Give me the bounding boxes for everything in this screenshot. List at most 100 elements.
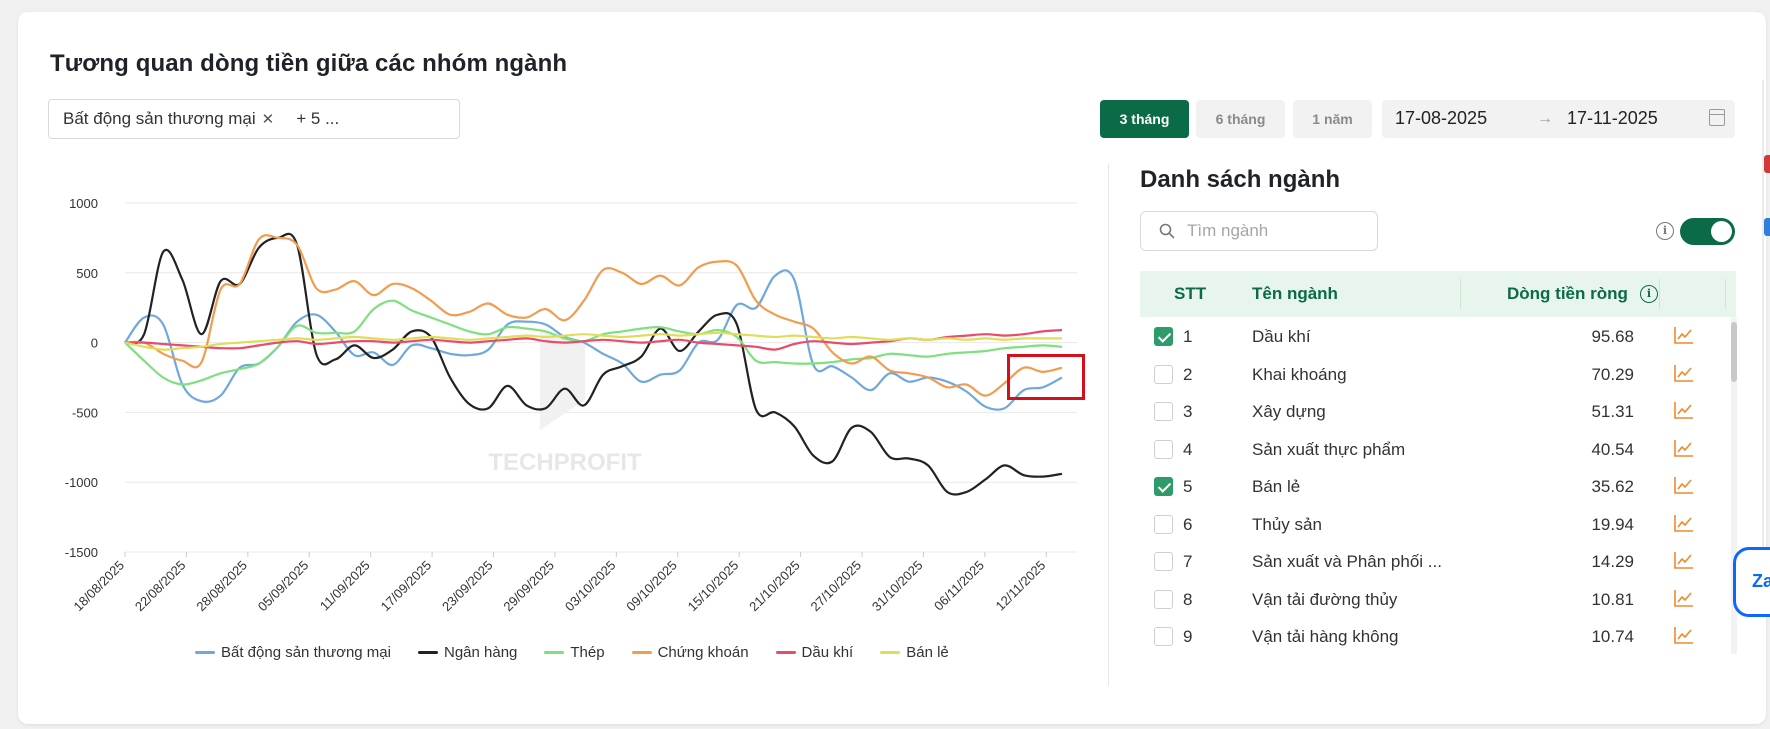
search-input[interactable]	[1187, 221, 1357, 241]
date-from[interactable]: 17-08-2025	[1395, 108, 1488, 128]
column-separator	[1659, 279, 1660, 309]
legend-item[interactable]: Chứng khoán	[631, 644, 749, 661]
table-row[interactable]: 2 Khai khoáng 70.29	[1140, 356, 1736, 393]
trend-chart-icon[interactable]	[1674, 589, 1694, 607]
legend-swatch	[775, 651, 796, 654]
row-stt: 1	[1183, 327, 1193, 346]
x-tick-label: 21/10/2025	[746, 558, 803, 615]
row-stt: 6	[1183, 514, 1193, 534]
y-tick-label: -1000	[65, 475, 98, 490]
row-industry-name: Sản xuất và Phân phối ...	[1252, 552, 1442, 571]
row-industry-name: Dầu khí	[1252, 327, 1311, 346]
row-net-flow: 19.94	[1591, 514, 1634, 534]
y-tick-label: 500	[76, 266, 98, 281]
row-stt: 3	[1183, 402, 1193, 421]
row-checkbox[interactable]	[1154, 364, 1173, 384]
x-tick-label: 31/10/2025	[869, 558, 926, 615]
row-net-flow: 51.31	[1591, 402, 1634, 421]
watermark-logo	[540, 330, 585, 430]
row-stt: 4	[1183, 439, 1193, 459]
row-industry-name: Vận tải đường thủy	[1252, 589, 1398, 609]
calendar-icon[interactable]	[1709, 109, 1725, 126]
industry-search-box[interactable]	[1140, 211, 1378, 251]
column-separator	[1460, 279, 1461, 309]
y-tick-label: 1000	[69, 196, 98, 211]
row-net-flow: 95.68	[1591, 327, 1634, 346]
series-line	[124, 234, 1063, 397]
trend-chart-icon[interactable]	[1674, 476, 1694, 494]
row-checkbox[interactable]	[1154, 589, 1173, 609]
trend-chart-icon[interactable]	[1674, 626, 1694, 644]
remove-tag-icon[interactable]: ✕	[261, 111, 275, 128]
x-tick-label: 28/08/2025	[193, 558, 250, 615]
legend-item[interactable]: Thép	[544, 644, 605, 661]
period-6-months-button[interactable]: 6 tháng	[1196, 100, 1285, 138]
trend-chart-icon[interactable]	[1674, 514, 1694, 532]
table-row[interactable]: 1 Dầu khí 95.68	[1140, 318, 1736, 355]
row-industry-name: Sản xuất thực phẩm	[1252, 439, 1406, 459]
info-icon[interactable]: i	[1656, 222, 1674, 240]
industry-multi-select[interactable]: Bất động sản thương mại ✕ + 5 ...	[48, 99, 460, 139]
zalo-chat-button[interactable]: Za	[1733, 547, 1770, 617]
row-checkbox[interactable]	[1154, 627, 1173, 646]
row-net-flow: 14.29	[1591, 552, 1634, 571]
table-row[interactable]: 3 Xây dựng 51.31	[1140, 393, 1736, 430]
x-tick-label: 09/10/2025	[623, 558, 680, 615]
date-to[interactable]: 17-11-2025	[1567, 108, 1658, 128]
period-3-months-button[interactable]: 3 tháng	[1100, 100, 1189, 138]
x-tick-label: 23/09/2025	[439, 558, 496, 615]
legend-item[interactable]: Bất động sản thương mại	[195, 644, 391, 661]
row-checkbox[interactable]	[1154, 514, 1173, 534]
legend-label: Chứng khoán	[657, 644, 749, 661]
display-toggle[interactable]	[1680, 218, 1735, 245]
row-stt: 8	[1183, 589, 1193, 609]
industry-table-body: 1 Dầu khí 95.68 2 Khai khoáng 70.29 3 Xây dựng 5…	[1140, 318, 1736, 654]
legend-item[interactable]: Bán lẻ	[880, 644, 949, 661]
trend-chart-icon[interactable]	[1674, 439, 1694, 457]
trend-chart-icon[interactable]	[1674, 364, 1694, 382]
legend-swatch	[631, 651, 652, 654]
legend-item[interactable]: Ngân hàng	[417, 644, 517, 661]
x-tick-label: 03/10/2025	[562, 558, 619, 615]
search-icon	[1159, 223, 1175, 239]
table-row[interactable]: 8 Vận tải đường thủy 10.81	[1140, 581, 1736, 618]
legend-swatch	[544, 651, 565, 654]
table-row[interactable]: 5 Bán lẻ 35.62	[1140, 468, 1736, 505]
row-stt: 2	[1183, 364, 1193, 384]
legend-item[interactable]: Dầu khí	[775, 644, 853, 661]
table-scrollbar[interactable]	[1731, 318, 1737, 654]
row-checkbox[interactable]	[1154, 439, 1173, 459]
more-tags-label: + 5 ...	[296, 109, 340, 128]
row-checkbox[interactable]	[1154, 327, 1173, 346]
row-checkbox[interactable]	[1154, 477, 1173, 496]
row-net-flow: 40.54	[1591, 439, 1634, 459]
selected-tag-label: Bất động sản thương mại	[63, 109, 256, 128]
x-tick-label: 11/09/2025	[317, 558, 373, 614]
legend-swatch	[195, 651, 215, 654]
table-row[interactable]: 6 Thủy sản 19.94	[1140, 506, 1736, 543]
column-header-name: Tên ngành	[1252, 284, 1338, 303]
table-row[interactable]: 9 Vận tải hàng không 10.74	[1140, 618, 1736, 654]
y-tick-label: -1500	[65, 545, 98, 560]
column-header-net-flow[interactable]: Dòng tiền ròng	[1507, 284, 1628, 303]
scrollbar-thumb[interactable]	[1731, 322, 1737, 382]
trend-chart-icon[interactable]	[1674, 401, 1694, 419]
legend-swatch	[417, 651, 438, 654]
table-row[interactable]: 4 Sản xuất thực phẩm 40.54	[1140, 431, 1736, 468]
net-flow-info-icon[interactable]: i	[1640, 285, 1658, 303]
period-1-year-button[interactable]: 1 năm	[1293, 100, 1372, 138]
row-checkbox[interactable]	[1154, 552, 1173, 571]
page-title: Tương quan dòng tiền giữa các nhóm ngành	[50, 50, 568, 77]
x-tick-label: 29/09/2025	[500, 558, 557, 615]
row-stt: 5	[1183, 477, 1193, 496]
trend-chart-icon[interactable]	[1674, 551, 1694, 569]
trend-chart-icon[interactable]	[1674, 326, 1694, 344]
row-industry-name: Xây dựng	[1252, 402, 1326, 421]
date-range-picker[interactable]: 17-08-2025 → 17-11-2025	[1382, 100, 1735, 138]
row-net-flow: 10.74	[1591, 627, 1634, 646]
table-row[interactable]: 7 Sản xuất và Phân phối ... 14.29	[1140, 543, 1736, 580]
row-net-flow: 10.81	[1591, 589, 1634, 609]
row-checkbox[interactable]	[1154, 402, 1173, 421]
watermark: TECHPROFIT	[488, 449, 642, 476]
row-stt: 9	[1183, 627, 1193, 646]
